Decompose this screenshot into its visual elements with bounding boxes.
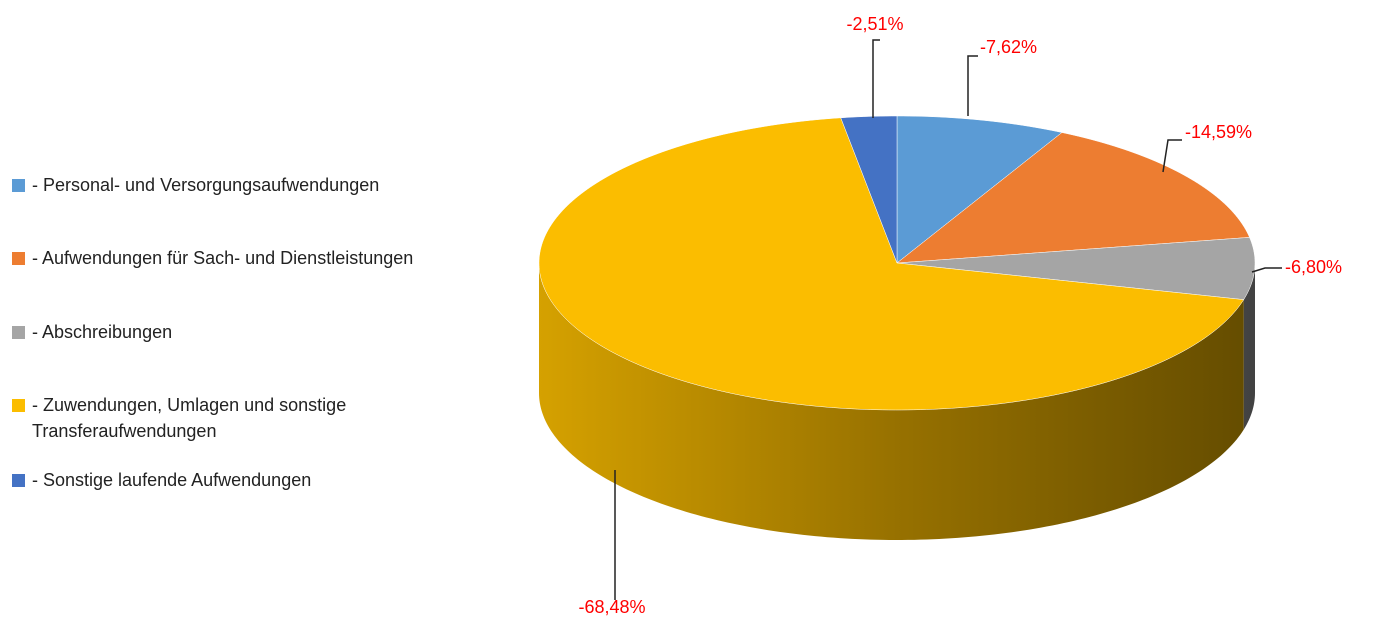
slice-side bbox=[1243, 263, 1255, 430]
slice bbox=[896, 115, 1063, 264]
slice-side bbox=[539, 263, 1244, 540]
leader-line bbox=[872, 39, 880, 118]
leader-line bbox=[1251, 267, 1282, 273]
data-label: -6,80% bbox=[1285, 257, 1342, 277]
data-label: -2,51% bbox=[846, 14, 903, 34]
legend-swatch bbox=[12, 399, 25, 412]
legend-label: - Personal- und Versorgungsaufwendungen bbox=[32, 175, 380, 195]
legend-item: - Personal- und Versorgungsaufwendungen bbox=[10, 172, 462, 198]
legend-label: - Zuwendungen, Umlagen und sonstige Tran… bbox=[32, 395, 347, 441]
leader-line bbox=[1162, 139, 1182, 173]
data-label: -14,59% bbox=[1185, 122, 1252, 142]
leader-line bbox=[967, 55, 978, 116]
legend-item: - Abschreibungen bbox=[10, 319, 462, 345]
legend-swatch bbox=[12, 474, 25, 487]
slice bbox=[896, 237, 1256, 300]
slice bbox=[538, 117, 1245, 411]
legend-item: - Sonstige laufende Aufwendungen bbox=[10, 467, 462, 493]
legend-swatch bbox=[12, 179, 25, 192]
legend-item: - Zuwendungen, Umlagen und sonstige Tran… bbox=[10, 392, 462, 444]
legend-label: - Aufwendungen für Sach- und Dienstleist… bbox=[32, 248, 414, 268]
legend-label: - Abschreibungen bbox=[32, 322, 173, 342]
data-label: -7,62% bbox=[980, 37, 1037, 57]
legend-swatch bbox=[12, 252, 25, 265]
slice bbox=[840, 115, 898, 264]
legend-item: - Aufwendungen für Sach- und Dienstleist… bbox=[10, 245, 462, 271]
legend-label: - Sonstige laufende Aufwendungen bbox=[32, 470, 312, 490]
legend-swatch bbox=[12, 326, 25, 339]
slice bbox=[896, 132, 1250, 264]
data-label: -68,48% bbox=[578, 597, 645, 617]
